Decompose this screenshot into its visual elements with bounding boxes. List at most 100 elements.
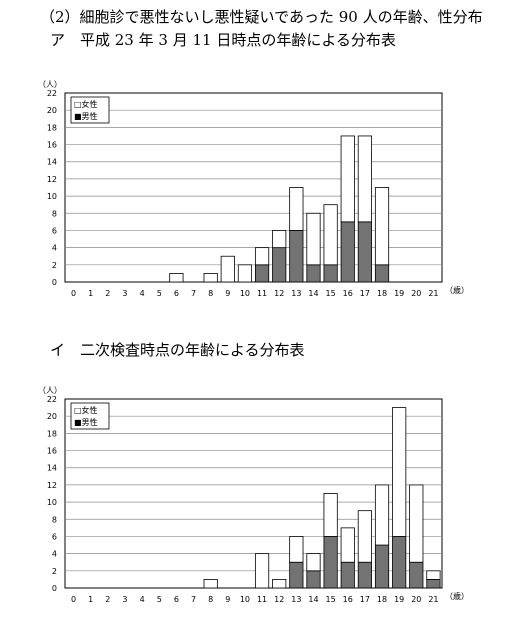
legend-entry-female: □女性: [74, 405, 98, 415]
bar-female: [169, 273, 184, 283]
y-tick-label: 8: [52, 515, 57, 524]
x-tick-label: 4: [140, 595, 145, 604]
y-tick-label: 22: [47, 395, 57, 404]
bar-female: [374, 187, 390, 266]
legend-entry-male: ■男性: [74, 417, 98, 427]
bar-female: [203, 579, 218, 589]
x-tick-label: 21: [428, 595, 438, 604]
x-tick-label: 2: [105, 289, 110, 298]
bar-male: [340, 221, 355, 283]
x-tick-label: 18: [377, 595, 387, 604]
y-tick-label: 22: [47, 89, 57, 98]
x-tick-label: 17: [360, 595, 370, 604]
x-tick-label: 19: [394, 595, 404, 604]
x-tick-label: 8: [208, 289, 213, 298]
x-tick-label: 2: [105, 595, 110, 604]
bar-female: [272, 230, 287, 249]
bar-male: [409, 561, 424, 589]
x-tick-label: 20: [411, 595, 421, 604]
bar-male: [289, 561, 304, 589]
y-tick-label: 0: [52, 278, 57, 287]
y-tick-label: 12: [47, 481, 57, 490]
y-tick-label: 20: [47, 412, 57, 421]
x-tick-label: 5: [157, 289, 162, 298]
x-axis-unit: （歳）: [445, 591, 469, 601]
x-tick-label: 3: [122, 289, 127, 298]
y-tick-label: 4: [52, 550, 57, 559]
y-tick-label: 20: [47, 106, 57, 115]
x-tick-label: 13: [291, 289, 301, 298]
x-tick-label: 16: [343, 595, 353, 604]
y-tick-label: 8: [52, 209, 57, 218]
bar-female: [289, 187, 304, 231]
y-tick-label: 10: [47, 192, 57, 201]
bar-male: [289, 230, 304, 283]
x-tick-label: 4: [140, 289, 145, 298]
x-tick-label: 9: [225, 289, 230, 298]
y-tick-label: 4: [52, 244, 57, 253]
y-tick-label: 0: [52, 584, 57, 593]
bar-female: [203, 273, 218, 283]
x-tick-label: 3: [122, 595, 127, 604]
x-tick-label: 1: [88, 289, 93, 298]
bar-female: [357, 510, 372, 563]
x-tick-label: 7: [191, 289, 196, 298]
bar-female: [272, 579, 287, 589]
x-tick-label: 12: [274, 595, 284, 604]
y-tick-label: 12: [47, 175, 57, 184]
y-tick-label: 16: [47, 141, 57, 150]
y-tick-label: 2: [52, 261, 57, 270]
bar-male: [357, 561, 372, 589]
bar-female: [254, 553, 270, 589]
y-axis-unit: （人）: [38, 386, 62, 395]
bar-female: [426, 570, 441, 580]
bar-female: [392, 407, 407, 537]
x-tick-label: 8: [208, 595, 213, 604]
x-tick-label: 10: [240, 595, 250, 604]
y-tick-label: 6: [52, 532, 57, 541]
y-tick-label: 14: [47, 464, 57, 473]
legend-box: [70, 402, 110, 430]
x-tick-label: 14: [308, 595, 318, 604]
x-tick-label: 20: [411, 289, 421, 298]
x-tick-label: 6: [174, 595, 179, 604]
bar-female: [374, 484, 390, 546]
x-tick-label: 13: [291, 595, 301, 604]
x-tick-label: 15: [326, 595, 336, 604]
x-tick-label: 6: [174, 289, 179, 298]
bar-male: [306, 570, 321, 589]
bar-female: [254, 247, 270, 266]
bar-female: [340, 135, 355, 223]
y-axis-unit: （人）: [38, 80, 62, 89]
bar-male: [392, 536, 407, 589]
y-tick-label: 6: [52, 226, 57, 235]
bar-male: [323, 264, 338, 283]
bar-female: [289, 536, 304, 563]
x-tick-label: 14: [308, 289, 318, 298]
bar-female: [340, 527, 355, 563]
bar-male: [374, 544, 390, 589]
x-tick-label: 0: [71, 595, 76, 604]
x-tick-label: 21: [428, 289, 438, 298]
x-axis-unit: （歳）: [445, 285, 469, 295]
x-tick-label: 1: [88, 595, 93, 604]
bar-male: [254, 264, 270, 283]
bar-female: [323, 493, 338, 537]
y-tick-label: 18: [47, 123, 57, 132]
bar-male: [374, 264, 390, 283]
y-tick-label: 2: [52, 567, 57, 576]
x-tick-label: 0: [71, 289, 76, 298]
x-tick-label: 16: [343, 289, 353, 298]
x-tick-label: 19: [394, 289, 404, 298]
bar-male: [272, 247, 287, 283]
y-tick-label: 18: [47, 429, 57, 438]
chart-a-heading: ア 平成 23 年 3 月 11 日時点の年齢による分布表: [50, 31, 396, 49]
bar-female: [306, 212, 321, 266]
chart-b-heading: イ 二次検査時点の年齢による分布表: [50, 341, 305, 359]
x-tick-label: 9: [225, 595, 230, 604]
bar-male: [340, 561, 355, 589]
bar-male: [426, 579, 441, 589]
bar-female: [306, 553, 321, 572]
